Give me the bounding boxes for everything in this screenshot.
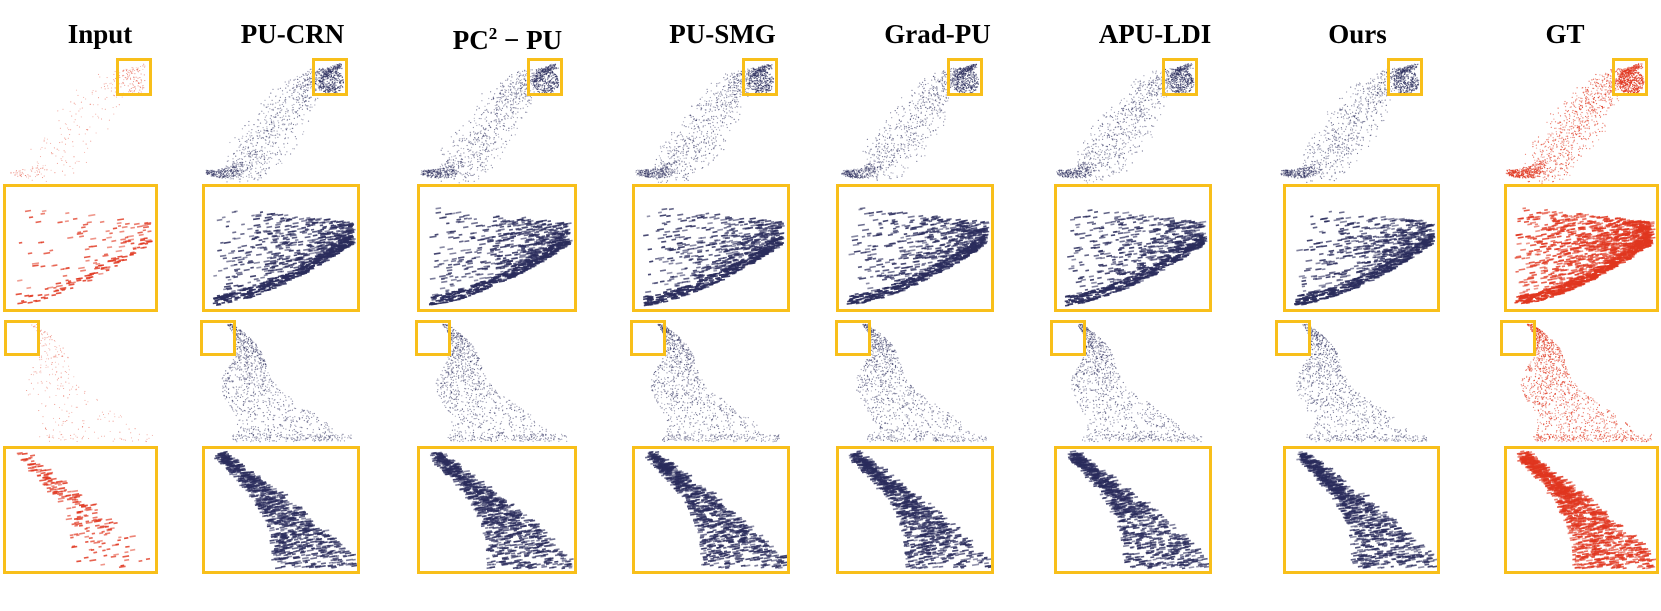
pc2-pu-rest: − PU — [497, 25, 562, 55]
highlight-box — [947, 58, 983, 96]
shape1-zoom-gradpu — [836, 184, 994, 312]
shape2-zoom-gt — [1504, 446, 1659, 574]
col-header-pu-smg: PU-SMG — [650, 14, 795, 54]
highlight-box — [835, 320, 871, 356]
shape1-zoom-ours — [1283, 184, 1440, 312]
shape1-full-ours — [1275, 58, 1435, 183]
highlight-box — [527, 58, 563, 96]
shape2-zoom-gradpu — [836, 446, 994, 574]
shape2-zoom-apuldi — [1054, 446, 1212, 574]
shape2-zoom-pusmg — [632, 446, 790, 574]
col-header-gt: GT — [1520, 14, 1610, 54]
shape2-full-gradpu — [835, 318, 995, 443]
shape1-full-gradpu — [835, 58, 995, 181]
highlight-box — [630, 320, 666, 356]
shape2-full-apuldi — [1050, 318, 1210, 443]
highlight-box — [415, 320, 451, 356]
shape2-zoom-ours — [1283, 446, 1440, 574]
shape2-full-pc2pu — [415, 318, 575, 443]
highlight-box — [1500, 320, 1536, 356]
highlight-box — [1387, 58, 1423, 96]
col-header-pu-crn: PU-CRN — [220, 14, 365, 54]
highlight-box — [200, 320, 236, 356]
highlight-box — [312, 58, 348, 96]
col-header-pc2-pu: PC2 − PU — [420, 14, 595, 55]
pc2-pu-sup: 2 — [489, 24, 498, 43]
highlight-box — [1050, 320, 1086, 356]
shape1-full-gt — [1500, 58, 1660, 184]
shape1-full-pusmg — [630, 58, 790, 183]
highlight-box — [1162, 58, 1198, 96]
highlight-box — [742, 58, 778, 96]
shape1-zoom-pc2pu — [417, 184, 577, 312]
shape1-zoom-apuldi — [1054, 184, 1212, 312]
pc2-pu-main: PC — [453, 25, 489, 55]
col-header-ours: Ours — [1310, 14, 1405, 54]
highlight-box — [116, 58, 152, 96]
col-header-input: Input — [40, 14, 160, 54]
shape2-zoom-input — [3, 446, 158, 574]
shape1-full-pucrn — [200, 58, 360, 183]
highlight-box — [4, 320, 40, 356]
col-header-apu-ldi: APU-LDI — [1075, 14, 1235, 54]
col-header-grad-pu: Grad-PU — [865, 14, 1010, 54]
shape1-full-input — [4, 58, 164, 182]
shape2-full-gt — [1500, 318, 1660, 443]
shape1-full-apuldi — [1050, 58, 1210, 184]
shape1-zoom-input — [3, 184, 158, 312]
shape2-zoom-pc2pu — [417, 446, 577, 574]
shape1-zoom-pucrn — [202, 184, 360, 312]
shape2-full-pusmg — [630, 318, 790, 443]
shape2-full-ours — [1275, 318, 1435, 443]
shape2-full-input — [4, 318, 164, 443]
shape1-full-pc2pu — [415, 58, 575, 184]
shape2-zoom-pucrn — [202, 446, 360, 574]
shape2-full-pucrn — [200, 318, 360, 443]
highlight-box — [1612, 58, 1648, 96]
shape1-zoom-gt — [1504, 184, 1659, 312]
highlight-box — [1275, 320, 1311, 356]
shape1-zoom-pusmg — [632, 184, 790, 312]
